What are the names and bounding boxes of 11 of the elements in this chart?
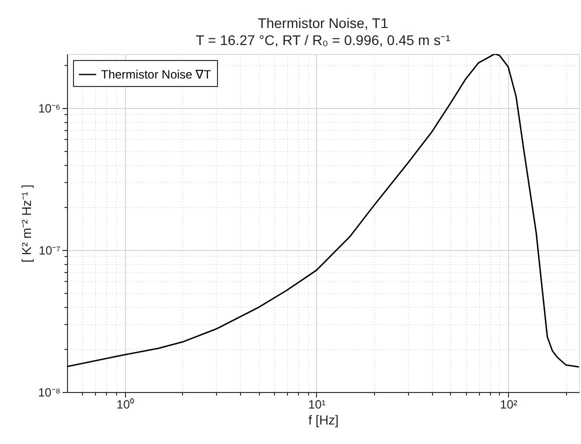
y-tick-label: 10⁻⁶ (38, 101, 61, 116)
x-tick-label: 10¹ (308, 398, 326, 412)
y-tick-label: 10⁻⁷ (38, 243, 60, 258)
y-axis-title: [ K² m⁻² Hz⁻¹ ] (19, 184, 34, 263)
chart-title: Thermistor Noise, T1 (258, 15, 388, 31)
x-axis-title: f [Hz] (308, 412, 339, 428)
chart-subtitle: T = 16.27 °C, RT / R₀ = 0.996, 0.45 m s⁻¹ (196, 32, 451, 48)
y-tick-label: 10⁻⁸ (38, 386, 60, 400)
legend-label: Thermistor Noise ∇T (101, 68, 212, 82)
x-tick-label: 10² (500, 398, 518, 412)
x-tick-label: 10⁰ (116, 398, 134, 412)
